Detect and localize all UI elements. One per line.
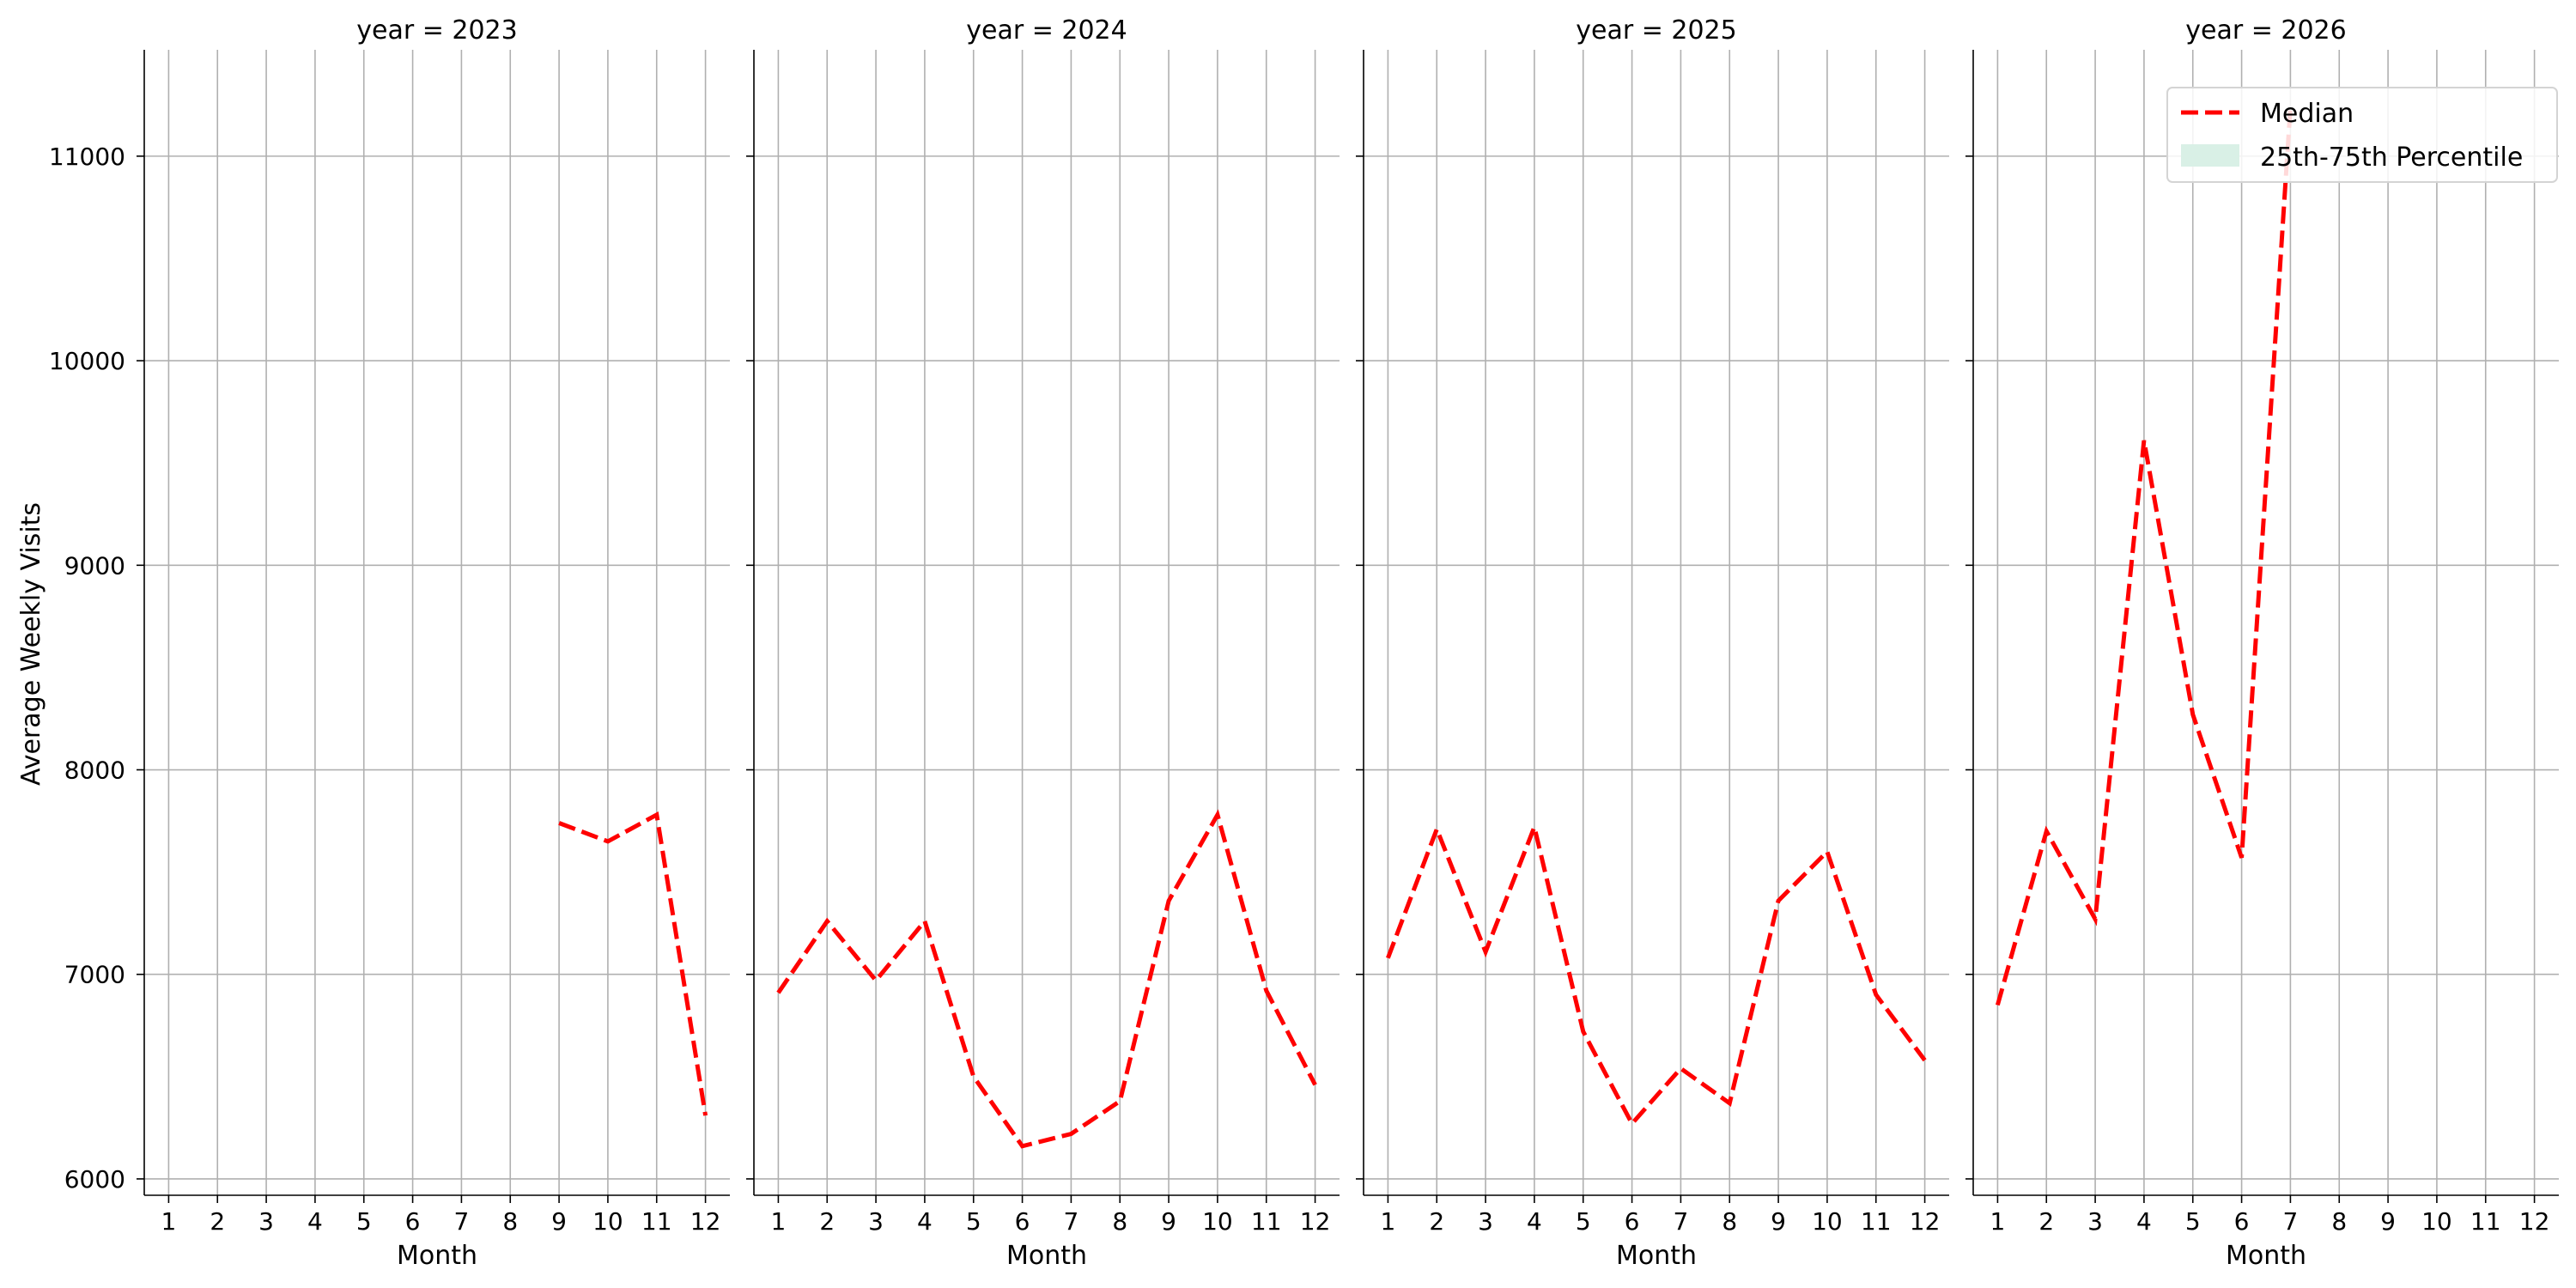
x-tick-label: 6 [1625, 1207, 1640, 1236]
x-tick-label: 3 [2087, 1207, 2103, 1236]
x-tick-label: 1 [771, 1207, 787, 1236]
x-tick-label: 4 [917, 1207, 933, 1236]
x-tick-label: 8 [1722, 1207, 1737, 1236]
x-tick-label: 8 [1112, 1207, 1127, 1236]
x-tick-label: 12 [2519, 1207, 2550, 1236]
panels-group: 1 2 3 4 5 6 7 8 9 10 11 126000700080009000100001100… [49, 15, 2559, 1271]
x-tick-label: 3 [1478, 1207, 1493, 1236]
y-tick-label: 7000 [64, 961, 125, 989]
x-axis-label: Month [1616, 1241, 1697, 1271]
x-tick-label: 11 [2470, 1207, 2501, 1236]
panel-title: year = 2026 [2185, 15, 2347, 46]
median-line [558, 811, 708, 1116]
y-tick-label: 10000 [49, 347, 125, 375]
x-axis-label: Month [1006, 1241, 1087, 1271]
x-tick-label: 5 [2185, 1207, 2201, 1236]
median-line [1386, 819, 1927, 1127]
x-tick-label: 10 [1812, 1207, 1843, 1236]
x-tick-label: 4 [307, 1207, 323, 1236]
x-axis-label: Month [397, 1241, 477, 1271]
x-tick-label: 2 [210, 1207, 225, 1236]
x-tick-label: 1 [161, 1207, 177, 1236]
x-tick-label: 2 [819, 1207, 835, 1236]
x-tick-label: 7 [454, 1207, 470, 1236]
x-tick-label: 8 [502, 1207, 518, 1236]
x-tick-label: 1 [1381, 1207, 1396, 1236]
x-tick-label: 2 [2038, 1207, 2054, 1236]
x-tick-label: 3 [868, 1207, 884, 1236]
x-tick-label: 6 [2234, 1207, 2250, 1236]
x-tick-label: 1 [1990, 1207, 2006, 1236]
x-tick-label: 4 [2136, 1207, 2152, 1236]
x-tick-label: 4 [1527, 1207, 1542, 1236]
legend-frame [2166, 87, 2558, 183]
y-tick-label: 11000 [49, 143, 125, 171]
x-tick-label: 9 [551, 1207, 567, 1236]
median-line [776, 809, 1317, 1149]
x-tick-label: 5 [966, 1207, 981, 1236]
x-tick-label: 12 [690, 1207, 721, 1236]
y-tick-label: 8000 [64, 756, 125, 785]
x-tick-label: 10 [1202, 1207, 1233, 1236]
x-tick-label: 9 [1161, 1207, 1176, 1236]
legend: Median 25th-75th Percentile [2166, 87, 2558, 183]
panel-title: year = 2024 [966, 15, 1127, 46]
legend-percentile-swatch [2181, 144, 2239, 167]
x-tick-label: 10 [592, 1207, 623, 1236]
x-tick-label: 11 [1251, 1207, 1282, 1236]
x-tick-label: 2 [1429, 1207, 1444, 1236]
x-tick-label: 7 [1064, 1207, 1079, 1236]
x-tick-label: 9 [1771, 1207, 1786, 1236]
y-tick-label: 6000 [64, 1165, 125, 1194]
x-tick-label: 12 [1300, 1207, 1331, 1236]
x-tick-label: 6 [405, 1207, 421, 1236]
x-tick-label: 3 [258, 1207, 274, 1236]
median-line [1995, 106, 2293, 1006]
x-tick-label: 7 [1674, 1207, 1689, 1236]
x-tick-label: 11 [641, 1207, 672, 1236]
x-tick-label: 9 [2380, 1207, 2396, 1236]
x-tick-label: 5 [1576, 1207, 1591, 1236]
x-tick-label: 7 [2283, 1207, 2299, 1236]
panel-title: year = 2023 [356, 15, 518, 46]
x-tick-label: 6 [1015, 1207, 1030, 1236]
legend-median-label: Median [2260, 99, 2354, 129]
x-tick-label: 12 [1910, 1207, 1941, 1236]
panel-title: year = 2025 [1576, 15, 1737, 46]
panel-2023: 1 2 3 4 5 6 7 8 9 10 11 126000700080009000100001100… [49, 15, 730, 1271]
y-axis-label: Average Weekly Visits [16, 502, 46, 786]
legend-percentile-label: 25th-75th Percentile [2260, 143, 2523, 173]
x-tick-label: 11 [1861, 1207, 1892, 1236]
x-tick-label: 8 [2331, 1207, 2347, 1236]
x-axis-label: Month [2226, 1241, 2306, 1271]
x-tick-label: 10 [2421, 1207, 2452, 1236]
y-tick-label: 9000 [64, 551, 125, 580]
x-tick-label: 5 [356, 1207, 372, 1236]
